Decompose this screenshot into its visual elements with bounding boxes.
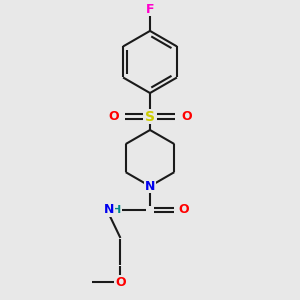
Text: O: O [181,110,192,123]
Text: O: O [108,110,119,123]
Text: S: S [145,110,155,124]
Text: O: O [115,276,126,289]
Text: H: H [112,205,121,214]
Text: N: N [145,180,155,193]
Text: F: F [146,3,154,16]
Text: O: O [179,203,189,216]
Text: N: N [104,203,115,216]
